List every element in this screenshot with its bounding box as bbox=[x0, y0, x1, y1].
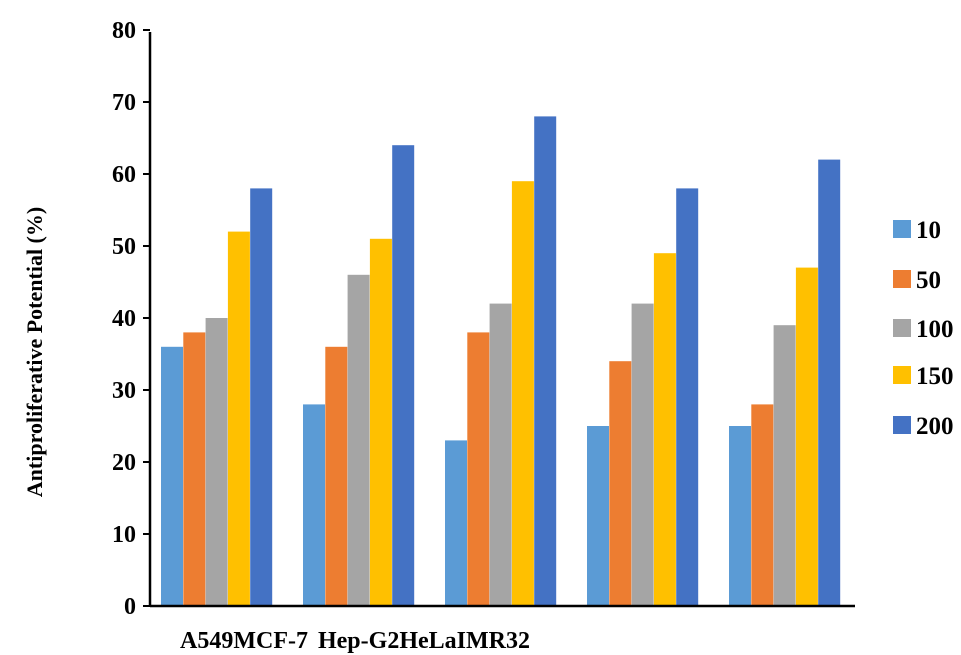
bar-mcf-7-150 bbox=[369, 238, 392, 607]
bar-imr32-50 bbox=[751, 404, 774, 606]
legend-swatch-10 bbox=[893, 220, 911, 238]
bar-hep-g2-10 bbox=[445, 440, 467, 606]
y-tick-label: 80 bbox=[112, 18, 136, 44]
bar-imr32-100 bbox=[773, 325, 796, 606]
x-category-labels: A549MCF-7 Hep-G2HeLaIMR32 bbox=[180, 628, 530, 654]
y-tick-label: 70 bbox=[112, 90, 136, 116]
bar-hela-50 bbox=[609, 361, 632, 606]
bar-hep-g2-100 bbox=[489, 303, 512, 606]
y-tick-label: 60 bbox=[112, 162, 136, 188]
x-category-label: MCF-7 bbox=[233, 628, 308, 654]
bar-hep-g2-200 bbox=[534, 116, 557, 607]
legend-swatch-150 bbox=[893, 366, 911, 384]
bar-imr32-150 bbox=[795, 267, 818, 606]
legend-label-100: 100 bbox=[916, 316, 954, 343]
bar-mcf-7-200 bbox=[392, 145, 415, 606]
bar-imr32-10 bbox=[729, 426, 751, 606]
y-tick-label: 40 bbox=[112, 306, 136, 332]
bar-hela-10 bbox=[587, 426, 609, 606]
y-axis-label: Antiproliferative Potential (%) bbox=[22, 207, 47, 497]
legend-swatch-100 bbox=[893, 319, 911, 337]
legend-label-50: 50 bbox=[916, 267, 941, 294]
x-category-label: HeLa bbox=[399, 628, 456, 654]
bar-imr32-200 bbox=[818, 159, 841, 606]
bar-a549-50 bbox=[183, 332, 206, 606]
legend-label-150: 150 bbox=[916, 363, 954, 390]
legend-label-200: 200 bbox=[916, 413, 954, 440]
legend: 10 50 100 150 200 bbox=[893, 217, 954, 440]
bar-hep-g2-150 bbox=[511, 181, 534, 606]
y-tick-label: 30 bbox=[112, 378, 136, 404]
bar-mcf-7-10 bbox=[303, 404, 325, 606]
bar-a549-200 bbox=[250, 188, 273, 606]
y-tick-label: 50 bbox=[112, 234, 136, 260]
y-tick-label: 20 bbox=[112, 450, 136, 476]
bar-a549-10 bbox=[161, 346, 183, 606]
x-category-label: IMR32 bbox=[457, 628, 530, 654]
x-category-label: Hep-G2 bbox=[318, 628, 399, 654]
legend-swatch-50 bbox=[893, 270, 911, 288]
bar-a549-150 bbox=[227, 231, 250, 606]
bar-hep-g2-50 bbox=[467, 332, 490, 606]
bar-hela-200 bbox=[676, 188, 699, 606]
x-category-label: A549 bbox=[180, 628, 233, 654]
legend-label-10: 10 bbox=[916, 217, 941, 244]
y-tick-label: 0 bbox=[124, 594, 136, 620]
bar-hela-100 bbox=[631, 303, 654, 606]
bar-mcf-7-100 bbox=[347, 274, 370, 606]
bar-hela-150 bbox=[653, 253, 676, 606]
bar-mcf-7-50 bbox=[325, 346, 348, 606]
bar-a549-100 bbox=[205, 318, 228, 606]
y-tick-label: 10 bbox=[112, 522, 136, 548]
legend-swatch-200 bbox=[893, 416, 911, 434]
